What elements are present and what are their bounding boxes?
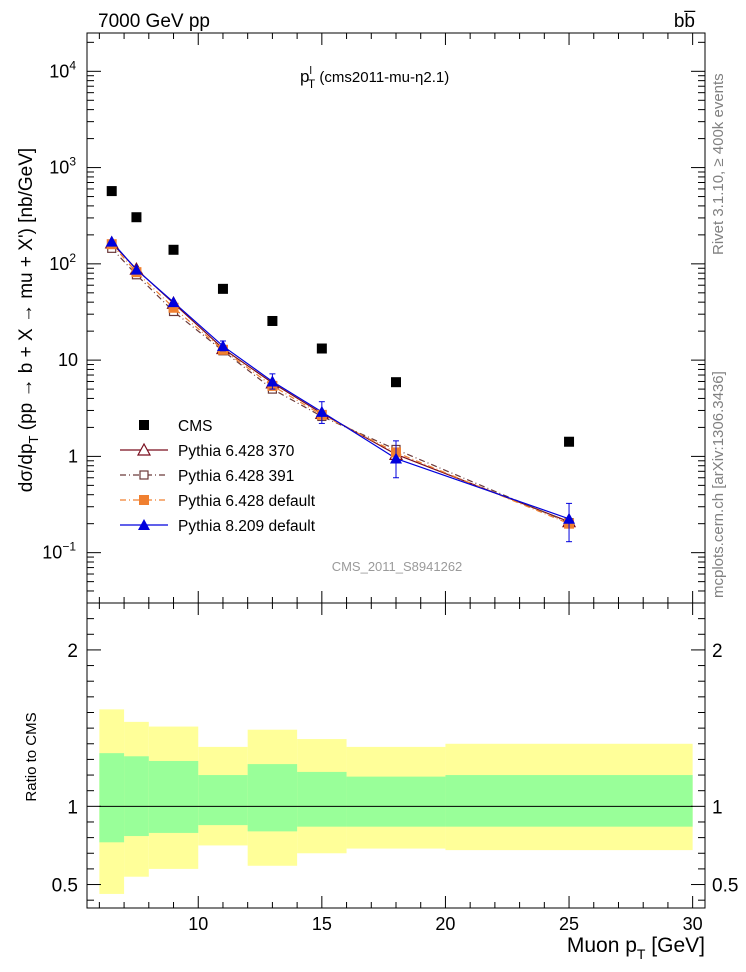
y-tick-label: 104 bbox=[49, 58, 76, 81]
stat-uncertainty-band bbox=[346, 776, 446, 827]
y-tick-label: 10−1 bbox=[42, 540, 76, 563]
x-tick-label: 15 bbox=[312, 914, 332, 934]
x-tick-label: 10 bbox=[188, 914, 208, 934]
stat-uncertainty-band bbox=[148, 760, 199, 833]
data-point bbox=[563, 512, 576, 524]
legend-marker bbox=[139, 470, 149, 480]
legend-label: Pythia 6.428 default bbox=[178, 493, 316, 510]
data-point bbox=[106, 186, 117, 197]
ratio-axes: 10 15 20 25 30 0.5 0.5 1 1 2 2 bbox=[52, 603, 738, 934]
main-y-axis-label: dσ/dpT (pp → b + X → mu + X') [nb/GeV] bbox=[16, 148, 41, 492]
data-point bbox=[267, 315, 278, 326]
data-point bbox=[217, 283, 228, 294]
ratio-y-tick-label: 1 bbox=[67, 797, 78, 818]
ratio-y-tick-label-right: 1 bbox=[712, 797, 723, 818]
data-point bbox=[130, 263, 143, 275]
main-panel: 10−1 1 10 102 103 104 pl T (cms2011-mu-η2.1) C… bbox=[16, 32, 706, 604]
x-tick-label: 20 bbox=[435, 914, 455, 934]
y-tick-label: 102 bbox=[49, 251, 76, 274]
energy-label: 7000 GeV pp bbox=[98, 11, 210, 32]
legend-marker bbox=[139, 420, 149, 430]
main-plot-content bbox=[104, 186, 577, 543]
data-point bbox=[105, 235, 118, 247]
data-point bbox=[168, 244, 179, 255]
main-axes: 10−1 1 10 102 103 104 bbox=[42, 33, 705, 604]
stat-uncertainty-band bbox=[124, 756, 149, 837]
y-tick-label: 103 bbox=[49, 155, 76, 178]
legend-label: Pythia 6.428 391 bbox=[178, 468, 294, 485]
ratio-y-tick-label: 2 bbox=[67, 641, 78, 662]
legend: CMS Pythia 6.428 370 Pythia 6.428 391 Pythi… bbox=[120, 418, 316, 535]
mcplots-label: mcplots.cern.ch [arXiv:1306.3436] bbox=[710, 371, 727, 598]
ratio-y-axis-label: Ratio to CMS bbox=[23, 712, 40, 801]
data-point bbox=[315, 405, 328, 417]
data-point bbox=[266, 375, 279, 387]
data-point bbox=[390, 452, 402, 464]
process-label: bb̅ bbox=[674, 11, 696, 32]
legend-label: Pythia 6.428 370 bbox=[178, 443, 295, 460]
legend-label: CMS bbox=[178, 418, 212, 435]
x-tick-label: 25 bbox=[559, 914, 579, 934]
ratio-panel: 10 15 20 25 30 0.5 0.5 1 1 2 2 Ratio to CMS Muon p… bbox=[23, 602, 738, 962]
y-tick-label: 1 bbox=[68, 446, 78, 466]
ratio-y-tick-label-right: 2 bbox=[712, 641, 723, 662]
legend-marker bbox=[139, 495, 149, 505]
y-tick-label: 10 bbox=[58, 350, 78, 370]
stat-uncertainty-band bbox=[445, 775, 693, 827]
data-point bbox=[391, 377, 401, 388]
data-point bbox=[216, 340, 229, 352]
rivet-label: Rivet 3.1.10, ≥ 400k events bbox=[710, 73, 727, 255]
data-point bbox=[167, 296, 180, 308]
ratio-y-tick-label-right: 0.5 bbox=[712, 876, 738, 897]
stat-uncertainty-band bbox=[198, 775, 248, 826]
data-point bbox=[168, 302, 179, 313]
legend-label: Pythia 8.209 default bbox=[178, 518, 316, 535]
analysis-watermark: CMS_2011_S8941262 bbox=[332, 559, 463, 574]
series-line bbox=[111, 241, 570, 520]
ratio-y-tick-label: 0.5 bbox=[52, 876, 78, 897]
x-tick-label: 30 bbox=[683, 914, 703, 934]
data-point bbox=[131, 212, 142, 223]
ratio-plot-content bbox=[99, 709, 693, 894]
series-line bbox=[111, 243, 570, 525]
data-point bbox=[564, 436, 575, 447]
main-title: pl T (cms2011-mu-η2.1) bbox=[300, 65, 449, 91]
legend-marker bbox=[136, 442, 152, 456]
stat-uncertainty-band bbox=[247, 764, 298, 832]
series-line bbox=[111, 247, 570, 524]
x-axis-label: Muon pT [GeV] bbox=[567, 934, 705, 962]
legend-marker bbox=[138, 519, 150, 530]
data-point bbox=[316, 343, 327, 354]
stat-uncertainty-band bbox=[297, 771, 347, 827]
stat-uncertainty-band bbox=[99, 753, 125, 843]
